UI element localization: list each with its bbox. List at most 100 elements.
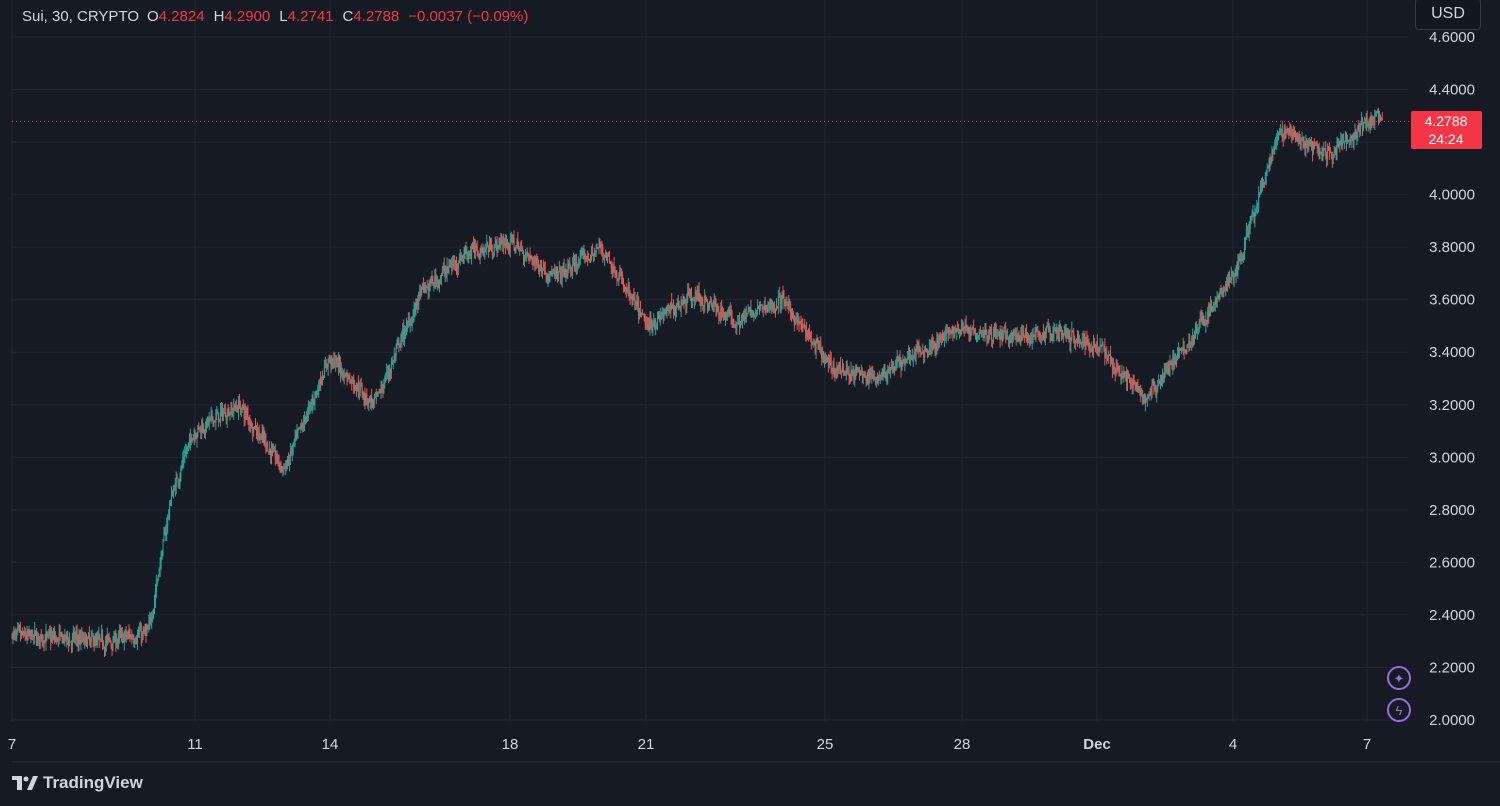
- candle: [83, 632, 85, 645]
- candle: [1013, 329, 1015, 336]
- candle: [167, 514, 169, 535]
- lightning-icon[interactable]: ϟ: [1387, 698, 1411, 722]
- candle: [932, 336, 934, 351]
- candle: [488, 245, 490, 258]
- candle: [1364, 117, 1366, 129]
- candle: [851, 369, 853, 382]
- candle: [239, 400, 241, 416]
- candle: [372, 398, 374, 410]
- candle: [540, 259, 542, 277]
- candle: [705, 294, 707, 303]
- candle: [724, 311, 726, 326]
- candle: [361, 382, 363, 398]
- candle: [1306, 137, 1308, 148]
- candle: [701, 296, 703, 306]
- candle: [963, 326, 965, 337]
- candle: [1312, 141, 1314, 155]
- candle: [900, 357, 902, 378]
- candle: [447, 266, 449, 273]
- candle: [71, 632, 73, 653]
- candle: [1343, 133, 1345, 144]
- candle: [454, 255, 456, 271]
- candle: [265, 433, 267, 454]
- candle: [592, 253, 594, 263]
- candle: [631, 294, 633, 307]
- candle: [1107, 354, 1109, 362]
- candle: [249, 414, 251, 433]
- candle: [1311, 140, 1313, 162]
- sparkle-icon[interactable]: ✦: [1387, 666, 1411, 690]
- candle: [161, 549, 163, 560]
- candle: [404, 324, 406, 347]
- candle: [1016, 326, 1018, 342]
- symbol-label[interactable]: Sui, 30, CRYPTO: [22, 7, 139, 25]
- candle: [817, 337, 819, 350]
- candle: [356, 383, 358, 392]
- candle: [1188, 333, 1190, 352]
- candle: [295, 429, 297, 442]
- candle: [1137, 379, 1139, 394]
- candle: [1173, 349, 1175, 371]
- candle: [735, 320, 737, 334]
- candle: [354, 379, 356, 394]
- candle: [691, 287, 692, 308]
- currency-button[interactable]: USD: [1415, 0, 1481, 30]
- candle: [580, 247, 582, 260]
- candle: [141, 631, 143, 644]
- candle: [741, 314, 743, 325]
- candle: [1278, 131, 1280, 141]
- candle: [144, 623, 146, 637]
- candle: [1105, 347, 1107, 359]
- candle: [19, 621, 21, 642]
- candle: [360, 377, 362, 388]
- candle: [322, 375, 324, 381]
- candle: [945, 323, 947, 344]
- candle: [1280, 128, 1282, 137]
- candle: [729, 302, 731, 316]
- candle: [434, 269, 436, 289]
- candle: [982, 326, 984, 342]
- candle: [623, 284, 625, 292]
- x-axis[interactable]: 7 11 14 18 21 25 28 Dec 4 7: [8, 736, 1371, 753]
- candle: [67, 630, 69, 645]
- candle: [75, 625, 77, 646]
- candle: [72, 625, 74, 643]
- open-value: 4.2824: [158, 7, 205, 25]
- candle: [1219, 287, 1221, 300]
- candle: [1022, 325, 1024, 341]
- tradingview-logo[interactable]: TradingView: [12, 772, 143, 794]
- candle: [1266, 163, 1268, 176]
- candle: [1066, 328, 1068, 339]
- candle: [639, 307, 641, 320]
- candle: [287, 456, 289, 470]
- candle: [791, 308, 793, 322]
- candle: [880, 371, 882, 381]
- candle: [1040, 332, 1042, 344]
- candle: [123, 630, 125, 651]
- candle: [972, 325, 974, 331]
- y-axis[interactable]: 4.60004.40004.20004.00003.80003.60003.40…: [1429, 29, 1475, 729]
- candle: [1168, 360, 1170, 376]
- candle: [808, 324, 810, 340]
- candle: [771, 299, 773, 314]
- candle: [359, 379, 361, 397]
- candle: [120, 627, 122, 643]
- candle: [441, 265, 443, 277]
- candle: [828, 354, 830, 369]
- candle: [416, 298, 418, 310]
- candle: [219, 418, 221, 423]
- candle: [907, 350, 909, 364]
- candle: [398, 337, 400, 353]
- candle: [1348, 138, 1350, 148]
- candle: [381, 380, 383, 393]
- candle: [958, 324, 960, 335]
- candle: [1144, 393, 1146, 412]
- candle: [1234, 268, 1236, 277]
- candle: [825, 354, 827, 363]
- candle: [415, 298, 417, 316]
- candle: [914, 348, 916, 362]
- candle: [1257, 202, 1259, 215]
- candle: [615, 270, 617, 278]
- candle: [223, 404, 225, 414]
